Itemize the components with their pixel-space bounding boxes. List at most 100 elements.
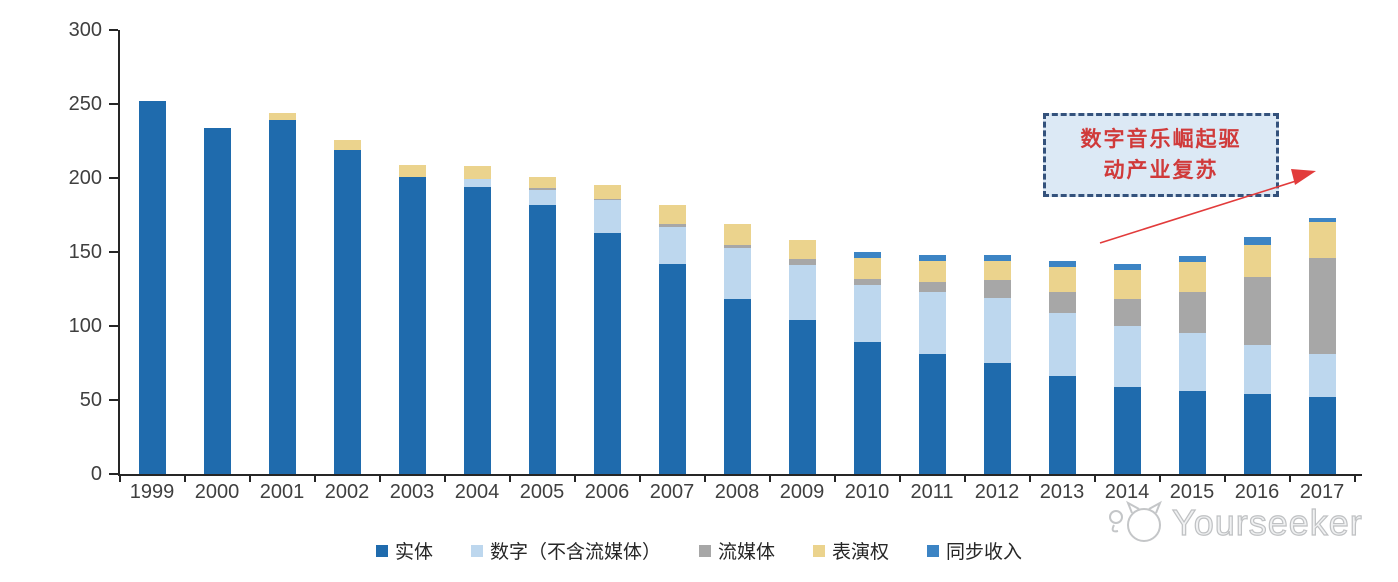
- bar-segment: [333, 149, 361, 474]
- y-axis-tick-mark: [109, 29, 118, 31]
- x-axis-tick-mark: [963, 475, 966, 482]
- x-axis-tick-mark: [508, 475, 511, 482]
- x-axis-tick-mark: [443, 475, 446, 482]
- bar-segment: [788, 320, 816, 474]
- legend-label: 数字（不含流媒体）: [489, 542, 661, 563]
- bar-segment: [658, 204, 686, 224]
- x-axis-category-label: 2012: [974, 481, 1020, 503]
- bar-segment: [1308, 354, 1336, 398]
- bar-segment: [788, 265, 816, 321]
- yourseeker-logo-icon: [1109, 500, 1162, 542]
- x-axis-category-label: 2002: [324, 481, 370, 503]
- x-axis-tick-mark: [248, 475, 251, 482]
- x-axis-tick-mark: [313, 475, 316, 482]
- bar-segment: [528, 204, 556, 474]
- bar-segment: [983, 254, 1011, 261]
- bar-segment: [853, 252, 881, 258]
- bar-segment: [268, 112, 296, 121]
- x-axis-tick-mark: [638, 475, 641, 482]
- bar-segment: [138, 101, 166, 474]
- bar-segment: [983, 297, 1011, 363]
- x-axis-category-label: 2003: [389, 481, 435, 503]
- watermark-text: Yourseeker: [1171, 501, 1363, 543]
- bar-segment: [1113, 386, 1141, 474]
- x-axis-tick-mark: [1288, 475, 1291, 482]
- legend-label: 表演权: [832, 542, 890, 563]
- bar-segment: [1243, 345, 1271, 395]
- x-axis-tick-mark: [378, 475, 381, 482]
- y-axis-tick-label: 300: [68, 19, 102, 41]
- bar-segment: [1178, 333, 1206, 392]
- bar-segment: [1243, 394, 1271, 474]
- x-axis-tick-mark: [1158, 475, 1161, 482]
- x-axis-category-label: 2010: [844, 481, 890, 503]
- bar-segment: [918, 254, 946, 261]
- x-axis-tick-mark: [1223, 475, 1226, 482]
- x-axis-category-label: 2009: [779, 481, 825, 503]
- bar-segment: [1113, 263, 1141, 270]
- bar-segment: [1308, 397, 1336, 474]
- legend-swatch: [698, 544, 711, 557]
- x-axis-category-label: 2008: [714, 481, 760, 503]
- bar-segment: [1178, 291, 1206, 334]
- bar-segment: [853, 284, 881, 343]
- bar-segment: [1243, 277, 1271, 346]
- bar-segment: [1048, 266, 1076, 292]
- y-axis-tick-label: 100: [68, 315, 102, 337]
- bar-segment: [1113, 299, 1141, 326]
- x-axis-tick-mark: [703, 475, 706, 482]
- bar-segment: [1308, 257, 1336, 355]
- bar-segment: [1048, 376, 1076, 474]
- legend-label: 流媒体: [717, 542, 775, 563]
- x-axis-category-label: 2000: [194, 481, 240, 503]
- bar-segment: [853, 278, 881, 285]
- bar-segment: [463, 179, 491, 187]
- bar-segment: [788, 240, 816, 260]
- bar-segment: [1243, 237, 1271, 245]
- bar-segment: [918, 354, 946, 474]
- bar-segment: [1113, 326, 1141, 387]
- annotation-line-1: 数字音乐崛起驱: [1080, 127, 1242, 151]
- bar-segment: [723, 223, 751, 245]
- y-axis-tick-label: 250: [68, 93, 102, 115]
- bar-segment: [1178, 391, 1206, 474]
- x-axis-tick-mark: [898, 475, 901, 482]
- bar-segment: [918, 281, 946, 292]
- bar-segment: [723, 247, 751, 300]
- bar-segment: [528, 188, 556, 190]
- bar-segment: [593, 198, 621, 201]
- bar-segment: [658, 263, 686, 474]
- bar-segment: [528, 176, 556, 189]
- x-axis-category-label: 2007: [649, 481, 695, 503]
- bar-segment: [593, 185, 621, 199]
- bar-segment: [983, 280, 1011, 298]
- bar-segment: [983, 260, 1011, 281]
- bar-segment: [398, 176, 426, 474]
- x-axis-category-label: 2005: [519, 481, 565, 503]
- bar-segment: [593, 232, 621, 474]
- x-axis-tick-mark: [1353, 475, 1356, 482]
- bar-segment: [1113, 269, 1141, 300]
- watermark: Yourseeker: [1106, 499, 1363, 547]
- x-axis-tick-mark: [183, 475, 186, 482]
- bar-segment: [918, 291, 946, 355]
- bar-segment: [593, 200, 621, 233]
- y-axis-tick-label: 200: [68, 167, 102, 189]
- x-axis-tick-mark: [1093, 475, 1096, 482]
- legend-swatch: [813, 544, 825, 557]
- y-axis-tick-label: 150: [68, 241, 102, 263]
- legend-swatch: [375, 544, 388, 557]
- bar-segment: [528, 189, 556, 205]
- x-axis-category-label: 2015: [1169, 481, 1215, 503]
- x-axis-tick-mark: [833, 475, 836, 482]
- bar-segment: [463, 186, 491, 474]
- plot-area: [118, 30, 1362, 476]
- y-axis-tick-mark: [109, 473, 118, 475]
- bar-segment: [463, 166, 491, 180]
- y-axis-tick-mark: [109, 399, 118, 401]
- annotation-line-2: 动产业复苏: [1103, 158, 1219, 182]
- y-axis-tick-mark: [109, 325, 118, 327]
- bar-segment: [1048, 291, 1076, 313]
- x-axis-tick-mark: [1028, 475, 1031, 482]
